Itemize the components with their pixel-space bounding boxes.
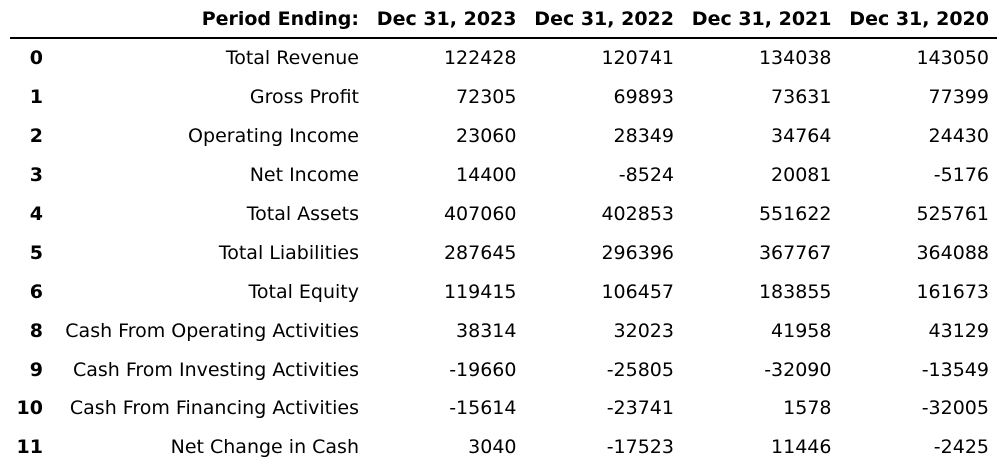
table-row: 6 Total Equity 119415 106457 183855 161673 bbox=[10, 272, 997, 311]
row-index: 1 bbox=[29, 86, 43, 109]
cell-value: 28349 bbox=[613, 125, 674, 148]
period-header: Dec 31, 2022 bbox=[524, 0, 682, 39]
cell-value: 402853 bbox=[601, 203, 674, 225]
row-index: 11 bbox=[16, 436, 43, 459]
cell-value: 14400 bbox=[456, 164, 517, 187]
cell-value: 77399 bbox=[928, 86, 989, 109]
cell-value: 122428 bbox=[443, 47, 517, 70]
row-label: Operating Income bbox=[188, 125, 359, 148]
cell-value: -15614 bbox=[449, 397, 517, 420]
cell-value: -32005 bbox=[921, 397, 989, 420]
row-label: Cash From Operating Activities bbox=[65, 319, 359, 342]
cell-value: 296396 bbox=[601, 241, 674, 264]
cell-value: 287645 bbox=[443, 241, 517, 264]
row-label: Total Equity bbox=[248, 280, 360, 303]
cell-value: -32090 bbox=[764, 358, 832, 381]
cell-value: 161673 bbox=[916, 280, 989, 303]
row-index: 6 bbox=[29, 280, 43, 303]
cell-value: 3040 bbox=[468, 436, 517, 459]
row-index: 2 bbox=[29, 125, 43, 148]
cell-value: 143050 bbox=[916, 47, 989, 70]
cell-value: 183855 bbox=[758, 280, 832, 303]
cell-value: 32023 bbox=[613, 319, 674, 342]
cell-value: -8524 bbox=[618, 164, 674, 187]
row-label: Net Income bbox=[249, 164, 359, 187]
row-label: Total Revenue bbox=[225, 47, 359, 70]
row-label: Total Liabilities bbox=[218, 241, 359, 264]
cell-value: 23060 bbox=[456, 125, 517, 148]
cell-value: 43129 bbox=[928, 319, 989, 342]
cell-value: -5176 bbox=[933, 164, 989, 187]
cell-value: 134038 bbox=[758, 47, 832, 70]
table-row: 2 Operating Income 23060 28349 34764 24430 bbox=[10, 117, 997, 156]
table-row: 3 Net Income 14400 -8524 20081 -5176 bbox=[10, 156, 997, 195]
table-row: 5 Total Liabilities 287645 296396 367767 3640… bbox=[10, 233, 997, 272]
cell-value: 1578 bbox=[783, 397, 832, 420]
table-row: 10 Cash From Financing Activities -15614 -2… bbox=[10, 389, 997, 428]
table-header: Period Ending: Dec 31, 2023 Dec 31, 2022… bbox=[10, 0, 997, 39]
financial-summary-table: Period Ending: Dec 31, 2023 Dec 31, 2022… bbox=[10, 0, 997, 467]
cell-value: -2425 bbox=[933, 436, 989, 459]
cell-value: -17523 bbox=[606, 436, 674, 459]
row-label: Cash From Financing Activities bbox=[69, 397, 359, 420]
table-row: 1 Gross Profit 72305 69893 73631 77399 bbox=[10, 78, 997, 117]
row-label: Gross Profit bbox=[249, 86, 359, 109]
cell-value: 11446 bbox=[771, 436, 832, 459]
cell-value: 525761 bbox=[916, 203, 989, 225]
row-index: 0 bbox=[29, 47, 43, 70]
table-body: 0 Total Revenue 122428 120741 134038 143050 1 G… bbox=[10, 38, 997, 467]
row-index: 4 bbox=[29, 203, 43, 225]
cell-value: 38314 bbox=[456, 319, 517, 342]
table-row: 9 Cash From Investing Activities -19660 -25… bbox=[10, 350, 997, 389]
cell-value: 106457 bbox=[601, 280, 674, 303]
cell-value: 41958 bbox=[771, 319, 832, 342]
header-row: Period Ending: Dec 31, 2023 Dec 31, 2022… bbox=[10, 0, 997, 39]
cell-value: 407060 bbox=[443, 203, 517, 225]
row-index: 5 bbox=[29, 241, 43, 264]
cell-value: -25805 bbox=[606, 358, 674, 381]
row-index: 9 bbox=[29, 358, 43, 381]
period-ending-header: Period Ending: bbox=[43, 0, 367, 39]
cell-value: 20081 bbox=[771, 164, 832, 187]
cell-value: 364088 bbox=[916, 241, 989, 264]
table-row: 11 Net Change in Cash 3040 -17523 11446 -2425 bbox=[10, 428, 997, 467]
cell-value: 119415 bbox=[443, 280, 517, 303]
row-label: Cash From Investing Activities bbox=[72, 358, 359, 381]
cell-value: -13549 bbox=[921, 358, 989, 381]
period-header: Dec 31, 2023 bbox=[367, 0, 525, 39]
row-index: 10 bbox=[16, 397, 43, 420]
index-header bbox=[10, 0, 43, 39]
cell-value: 120741 bbox=[601, 47, 674, 70]
cell-value: 72305 bbox=[456, 86, 517, 109]
row-index: 3 bbox=[29, 164, 43, 187]
cell-value: 73631 bbox=[771, 86, 832, 109]
table-row: 4 Total Assets 407060 402853 551622 525761 bbox=[10, 195, 997, 234]
cell-value: 69893 bbox=[613, 86, 674, 109]
row-label: Total Assets bbox=[246, 203, 359, 225]
row-label: Net Change in Cash bbox=[170, 436, 359, 459]
period-header: Dec 31, 2021 bbox=[682, 0, 840, 39]
row-index: 8 bbox=[29, 319, 43, 342]
cell-value: -23741 bbox=[606, 397, 674, 420]
period-header: Dec 31, 2020 bbox=[839, 0, 997, 39]
cell-value: 34764 bbox=[771, 125, 832, 148]
cell-value: 24430 bbox=[928, 125, 989, 148]
table-row: 8 Cash From Operating Activities 38314 3202… bbox=[10, 311, 997, 350]
table-row: 0 Total Revenue 122428 120741 134038 143050 bbox=[10, 38, 997, 78]
cell-value: 551622 bbox=[758, 203, 832, 225]
cell-value: 367767 bbox=[758, 241, 832, 264]
cell-value: -19660 bbox=[449, 358, 517, 381]
